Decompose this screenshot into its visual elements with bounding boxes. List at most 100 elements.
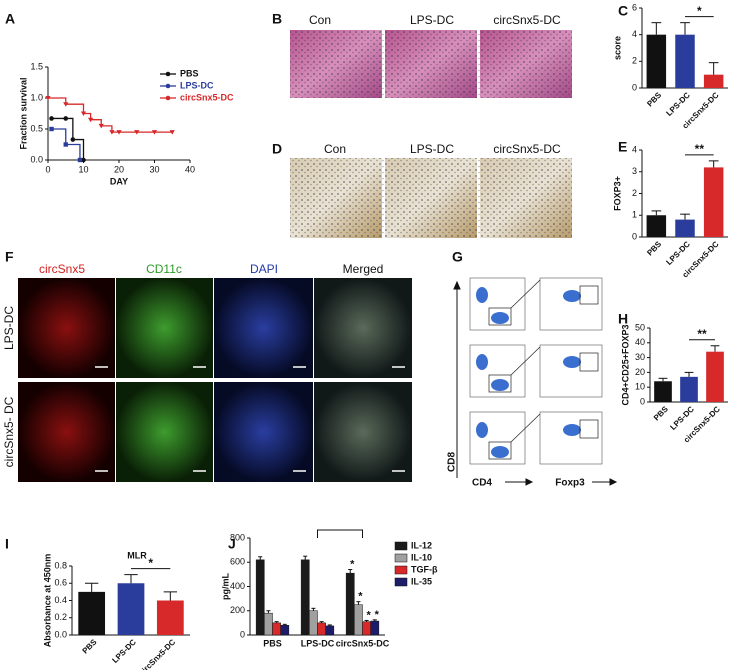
y-tick-label: 50 [635, 322, 645, 332]
bar [78, 591, 106, 635]
x-tick-label: LPS-DC [110, 637, 138, 665]
y-tick-label: 0 [640, 396, 645, 406]
image-label: circSnx5-DC [493, 13, 561, 27]
x-tick-label: PBS [652, 404, 670, 422]
bar [309, 610, 318, 636]
bar [354, 604, 363, 636]
survival-line [51, 117, 85, 160]
y-axis-title: score [612, 36, 622, 60]
channel-label: DAPI [250, 262, 278, 276]
y-tick-label: 800 [230, 532, 245, 542]
x-tick-label: 20 [114, 164, 124, 174]
cluster [563, 290, 581, 302]
y-tick-label: 4 [632, 144, 637, 154]
panel-letter: H [618, 311, 628, 327]
bar [675, 219, 695, 237]
channel-label: CD11c [146, 262, 182, 276]
point [49, 126, 54, 132]
x-tick-label: PBS [645, 90, 663, 108]
flow-axes [453, 280, 618, 486]
legend-label: TGF-β [411, 564, 438, 574]
y-tick-label: 1.0 [30, 92, 43, 102]
cluster [563, 424, 581, 436]
legend-swatch [394, 577, 408, 587]
bar [156, 600, 184, 635]
y-tick-label: 10 [635, 382, 645, 392]
panel-letter: C [618, 3, 628, 19]
channel-label: Merged [343, 262, 384, 276]
fl-image [214, 382, 313, 482]
x-tick-label: 10 [78, 164, 88, 174]
bar [300, 559, 310, 636]
arrowhead [525, 478, 534, 486]
x-tick-label: LPS-DC [301, 638, 335, 648]
panel-letter: B [272, 11, 282, 27]
legend-swatch [394, 553, 408, 563]
point [70, 137, 76, 142]
fl-image [314, 382, 412, 482]
point [169, 130, 175, 135]
legend-marker [165, 71, 171, 77]
point [109, 130, 115, 135]
bar [255, 559, 265, 636]
image-label: circSnx5-DC [493, 142, 561, 156]
cluster [476, 354, 488, 370]
gate [488, 441, 512, 460]
panel-letter: E [618, 139, 627, 155]
significance: ** [697, 327, 707, 341]
y-axis-title: FOXP3+ [612, 176, 622, 211]
gate-link [510, 413, 541, 443]
fl-image [214, 278, 313, 378]
y-tick-label: 0 [632, 82, 637, 92]
y-tick-label: 40 [635, 337, 645, 347]
y-tick-label: 0.5 [30, 123, 43, 133]
x-axis-title: DAY [110, 176, 128, 186]
bar [703, 167, 724, 237]
fl-image [18, 382, 115, 482]
point [81, 157, 86, 163]
legend-swatch [394, 541, 408, 551]
panel-letter: A [5, 11, 15, 27]
panel-letter: I [5, 536, 9, 552]
fl-image [18, 278, 115, 378]
y-tick-label: 400 [230, 581, 245, 591]
fl-image [116, 278, 213, 378]
bar [370, 620, 380, 636]
arrowhead [453, 280, 461, 290]
point [63, 116, 69, 121]
texture [290, 158, 572, 238]
y-tick-label: 30 [635, 352, 645, 362]
legend-label: IL-35 [411, 576, 432, 586]
channel-label: circSnx5 [39, 262, 85, 276]
x-tick-label: PBS [263, 638, 282, 648]
axis-label: Foxp3 [555, 478, 585, 489]
cluster [476, 287, 488, 303]
point [45, 96, 51, 101]
bar [706, 351, 724, 402]
texture [290, 30, 572, 98]
x-tick-label: LPS-DC [664, 239, 692, 267]
bar [345, 572, 355, 636]
fl-image [116, 382, 213, 482]
y-tick-label: 20 [635, 367, 645, 377]
arrowhead [609, 478, 618, 486]
y-tick-label: 0.6 [54, 578, 67, 588]
y-axis-title: Fraction survival [18, 77, 28, 149]
axis-label: CD8 [447, 452, 458, 472]
y-tick-label: 0 [240, 629, 245, 639]
survival-line [48, 97, 173, 133]
x-tick-label: PBS [645, 239, 663, 257]
y-tick-label: 0.0 [30, 154, 43, 164]
point [151, 130, 158, 135]
legend-label: PBS [180, 68, 199, 78]
y-tick-label: 1 [632, 210, 637, 220]
significance: * [697, 4, 702, 18]
cluster [491, 379, 509, 391]
flow-clusters [476, 287, 581, 458]
x-tick-label: circSnx5-DC [336, 638, 390, 648]
scale-bars [95, 366, 405, 472]
significance: * [148, 556, 153, 570]
y-tick-label: 1.5 [30, 61, 43, 71]
bar [264, 612, 273, 636]
image-panels [18, 30, 618, 486]
